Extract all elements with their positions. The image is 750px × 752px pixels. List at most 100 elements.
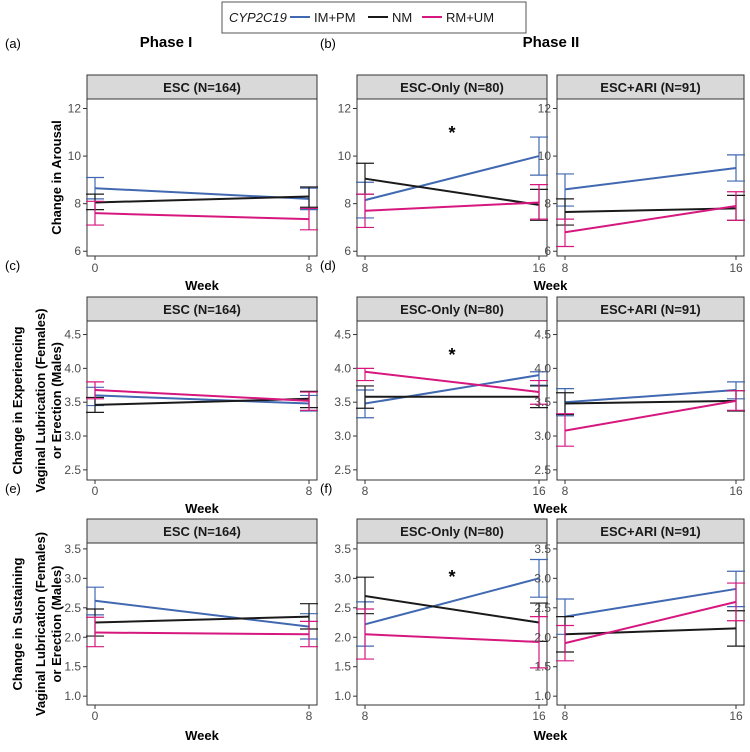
legend-label-nm: NM bbox=[392, 10, 412, 25]
panel-2-esc-ari-n-91-strip bbox=[556, 296, 745, 322]
panel-3-esc-n-164-strip bbox=[86, 518, 318, 544]
panel-1-esc-ari-n-91-ytick-label-1: 8 bbox=[544, 197, 551, 211]
panel-3-esc-n-164-strip-title: ESC (N=164) bbox=[163, 524, 241, 539]
panel-1-esc-only-n-80: ESC-Only (N=80) 6 8 10 12 8 16 * bbox=[338, 74, 548, 275]
panel-2-esc-only-n-80-xtick-label-1: 16 bbox=[532, 484, 546, 498]
panel-label-d: (d) bbox=[320, 258, 336, 273]
panel-3-esc-ari-n-91-series-nm-line bbox=[564, 627, 737, 636]
panel-2-esc-ari-n-91-series-rm-um-line bbox=[564, 399, 737, 432]
y-axis-label-row2-line3: or Erection (Males) bbox=[49, 342, 64, 459]
legend-label-im-pm: IM+PM bbox=[314, 10, 356, 25]
panel-1-esc-ari-n-91-xtick-label-0: 8 bbox=[562, 261, 569, 275]
panel-2-esc-n-164-ytick-label-2: 3.5 bbox=[64, 395, 81, 409]
y-axis-label-row2-line1: Change in Experiencing bbox=[10, 326, 25, 474]
panel-2-esc-only-n-80-ytick-label-4: 4.5 bbox=[334, 328, 351, 342]
panel-3-esc-n-164-ytick-label-3: 2.5 bbox=[64, 601, 81, 615]
panel-3-esc-ari-n-91-series-rm-um-line bbox=[564, 600, 737, 645]
panel-2-esc-only-n-80-series-im-pm-line bbox=[364, 374, 540, 405]
panel-2-esc-only-n-80-significance-star: * bbox=[448, 345, 455, 365]
panel-2-esc-only-n-80-xtick-label-0: 8 bbox=[362, 484, 369, 498]
panel-2-esc-only-n-80-ytick-label-2: 3.5 bbox=[334, 395, 351, 409]
panel-2-esc-ari-n-91-ytick-label-2: 3.5 bbox=[534, 395, 551, 409]
panel-2-esc-only-n-80-strip bbox=[356, 296, 548, 322]
panel-3-esc-ari-n-91-ytick-label-5: 3.5 bbox=[534, 542, 551, 556]
panel-2-esc-n-164-ytick-label-1: 3.0 bbox=[64, 429, 81, 443]
panel-3-esc-only-n-80-strip-title: ESC-Only (N=80) bbox=[400, 524, 504, 539]
panel-1-esc-only-n-80-series-rm-um-line bbox=[364, 201, 540, 212]
panel-1-esc-ari-n-91-ytick-label-0: 6 bbox=[544, 244, 551, 258]
panel-2-esc-n-164-series-rm-um-line bbox=[94, 389, 310, 402]
panel-1-esc-only-n-80-xtick-label-1: 16 bbox=[532, 261, 546, 275]
panel-2-esc-only-n-80-series-rm-um-line bbox=[364, 370, 540, 394]
panel-2-esc-n-164-ytick-label-4: 4.5 bbox=[64, 328, 81, 342]
phase-2-title: Phase II bbox=[523, 34, 580, 51]
x-axis-label-phase1-row2: Week bbox=[185, 501, 219, 516]
panel-3-esc-ari-n-91-ytick-label-4: 3.0 bbox=[534, 571, 551, 585]
panel-2-esc-n-164-strip-title: ESC (N=164) bbox=[163, 302, 241, 317]
panel-1-esc-n-164-strip-title: ESC (N=164) bbox=[163, 80, 241, 95]
panel-1-esc-only-n-80-series-im-pm-line bbox=[364, 155, 540, 202]
legend-label-rm-um: RM+UM bbox=[446, 10, 494, 25]
panel-2-esc-only-n-80-ytick-label-3: 4.0 bbox=[334, 361, 351, 375]
y-axis-label-row2-line2: Vaginal Lubrication (Females) bbox=[33, 308, 48, 492]
legend: CYP2C19 IM+PM NM RM+UM bbox=[221, 1, 527, 34]
y-axis-label-row1-line1: Change in Arousal bbox=[49, 120, 64, 234]
panel-2-esc-ari-n-91-ytick-label-0: 2.5 bbox=[534, 463, 551, 477]
panel-3-esc-ari-n-91: ESC+ARI (N=91) 1.0 1.5 2.0 2.5 3.0 3.5 8 16 bbox=[534, 518, 745, 723]
x-axis-label-phase2-row2: Week bbox=[534, 501, 568, 516]
panel-3-esc-n-164-ytick-label-1: 1.5 bbox=[64, 660, 81, 674]
panel-1-esc-only-n-80-ytick-label-2: 10 bbox=[338, 149, 352, 163]
panel-1-esc-n-164-ytick-label-2: 10 bbox=[68, 149, 82, 163]
panel-3-esc-n-164-ytick-label-2: 2.0 bbox=[64, 630, 81, 644]
panel-3-esc-n-164-ytick-label-0: 1.0 bbox=[64, 689, 81, 703]
x-axis-label-phase1-row3: Week bbox=[185, 728, 219, 743]
panel-3-esc-ari-n-91-ytick-label-3: 2.5 bbox=[534, 601, 551, 615]
panel-1-esc-n-164-strip bbox=[86, 74, 318, 100]
panel-3-esc-only-n-80-ytick-label-4: 3.0 bbox=[334, 571, 351, 585]
panel-3-esc-ari-n-91-strip-title: ESC+ARI (N=91) bbox=[600, 524, 700, 539]
panel-3-esc-only-n-80-ytick-label-0: 1.0 bbox=[334, 689, 351, 703]
panel-1-esc-n-164-xtick-label-1: 8 bbox=[306, 261, 313, 275]
panel-2-esc-ari-n-91-series-nm-line bbox=[564, 399, 737, 405]
panel-3-esc-only-n-80-xtick-label-0: 8 bbox=[362, 709, 369, 723]
panel-2-esc-only-n-80-ytick-label-0: 2.5 bbox=[334, 463, 351, 477]
panel-3-esc-only-n-80-series-rm-um-line bbox=[364, 633, 540, 643]
panel-2-esc-n-164-ytick-label-0: 2.5 bbox=[64, 463, 81, 477]
panel-3-esc-ari-n-91-series-im-pm-line bbox=[564, 587, 737, 618]
panel-3-esc-ari-n-91-xtick-label-0: 8 bbox=[562, 709, 569, 723]
panel-3-esc-ari-n-91-ytick-label-2: 2.0 bbox=[534, 630, 551, 644]
panel-2-esc-ari-n-91-ytick-label-1: 3.0 bbox=[534, 429, 551, 443]
y-axis-label-row3-line1: Change in Sustaining bbox=[10, 557, 25, 690]
panel-label-b: (b) bbox=[320, 36, 336, 51]
panel-1-esc-ari-n-91-series-im-pm-line bbox=[564, 166, 737, 191]
panel-2-esc-n-164-xtick-label-0: 0 bbox=[92, 484, 99, 498]
panel-2-esc-ari-n-91-strip-title: ESC+ARI (N=91) bbox=[600, 302, 700, 317]
panel-1-esc-n-164-ytick-label-1: 8 bbox=[74, 197, 81, 211]
panel-1-esc-only-n-80-ytick-label-3: 12 bbox=[338, 102, 352, 116]
chart-panels: Change in Arousal Change in Experiencing V… bbox=[10, 74, 745, 743]
panel-1-esc-n-164-frame bbox=[86, 98, 318, 257]
panel-1-esc-n-164-series-nm-line bbox=[94, 195, 310, 204]
panel-3-esc-n-164: ESC (N=164) 1.0 1.5 2.0 2.5 3.0 3.5 0 8 bbox=[64, 518, 318, 723]
panel-1-esc-n-164-ytick-label-3: 12 bbox=[68, 102, 82, 116]
panel-3-esc-n-164-xtick-label-0: 0 bbox=[92, 709, 99, 723]
panel-3-esc-n-164-ytick-label-5: 3.5 bbox=[64, 542, 81, 556]
panel-1-esc-only-n-80-ytick-label-1: 8 bbox=[344, 197, 351, 211]
panel-3-esc-ari-n-91-xtick-label-1: 16 bbox=[729, 709, 743, 723]
x-axis-label-phase1-row1: Week bbox=[185, 278, 219, 293]
panel-label-f: (f) bbox=[320, 481, 332, 496]
y-axis-label-row3-line2: Vaginal Lubrication (Females) bbox=[33, 532, 48, 716]
panel-2-esc-n-164-strip bbox=[86, 296, 318, 322]
panel-2-esc-only-n-80-strip-title: ESC-Only (N=80) bbox=[400, 302, 504, 317]
panel-1-esc-only-n-80-strip-title: ESC-Only (N=80) bbox=[400, 80, 504, 95]
panel-3-esc-n-164-ytick-label-4: 3.0 bbox=[64, 571, 81, 585]
panel-1-esc-only-n-80-series-nm-line bbox=[364, 177, 540, 206]
panel-2-esc-only-n-80: ESC-Only (N=80) 2.5 3.0 3.5 4.0 4.5 8 16 * bbox=[334, 296, 548, 498]
panel-3-esc-only-n-80-ytick-label-2: 2.0 bbox=[334, 630, 351, 644]
panel-3-esc-only-n-80-xtick-label-1: 16 bbox=[532, 709, 546, 723]
panel-1-esc-only-n-80-xtick-label-0: 8 bbox=[362, 261, 369, 275]
panel-1-esc-only-n-80-significance-star: * bbox=[448, 123, 455, 143]
panel-2-esc-n-164: ESC (N=164) 2.5 3.0 3.5 4.0 4.5 0 8 bbox=[64, 296, 318, 498]
